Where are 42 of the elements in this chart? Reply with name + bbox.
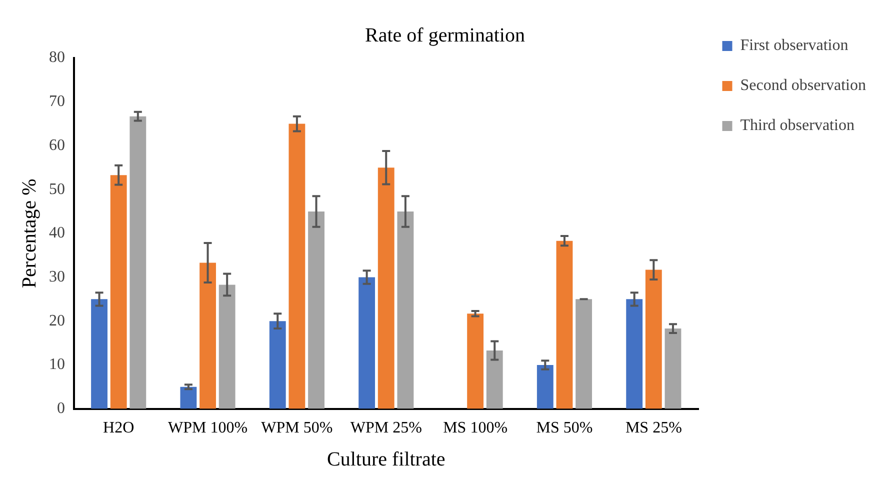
bar: [200, 262, 216, 409]
y-tick-label: 40: [49, 224, 65, 242]
bar: [486, 350, 503, 409]
y-tick-label: 10: [49, 356, 65, 374]
bar: [130, 116, 146, 409]
x-tick-label: H2O: [103, 420, 134, 437]
x-tick-label: MS 50%: [536, 420, 593, 437]
y-tick-label: 70: [49, 93, 65, 110]
y-tick-label: 50: [49, 180, 65, 198]
y-tick-label: 60: [49, 136, 65, 154]
y-tick-label: 80: [49, 49, 65, 66]
bar: [626, 299, 643, 409]
bar: [556, 240, 573, 409]
legend-label: Third observation: [740, 117, 854, 134]
bar: [180, 386, 197, 409]
bar: [91, 299, 108, 409]
x-tick-label: WPM 100%: [168, 420, 248, 437]
bar: [467, 314, 484, 409]
bar: [397, 211, 414, 409]
x-axis-title: Culture filtrate: [326, 448, 446, 470]
bar: [645, 270, 662, 409]
legend-label: First observation: [740, 37, 848, 54]
bar: [358, 277, 376, 409]
y-tick-label: 20: [49, 312, 65, 330]
bar: [308, 211, 324, 409]
bar: [576, 299, 592, 409]
x-tick-label: MS 25%: [625, 420, 682, 437]
bar: [378, 168, 394, 409]
y-tick-label: 0: [57, 400, 65, 418]
y-axis-title: Percentage %: [18, 178, 40, 288]
y-tick-label: 30: [49, 268, 65, 286]
x-tick-label: WPM 50%: [261, 420, 333, 437]
bar: [218, 284, 236, 409]
bar: [288, 124, 306, 409]
bar: [664, 328, 682, 409]
bar: [269, 321, 286, 409]
legend-label: Second observation: [740, 77, 866, 94]
chart-title: Rate of germination: [365, 24, 525, 46]
bar: [536, 364, 554, 409]
bar: [110, 175, 127, 409]
x-tick-label: WPM 25%: [350, 420, 422, 437]
x-tick-label: MS 100%: [443, 420, 508, 437]
